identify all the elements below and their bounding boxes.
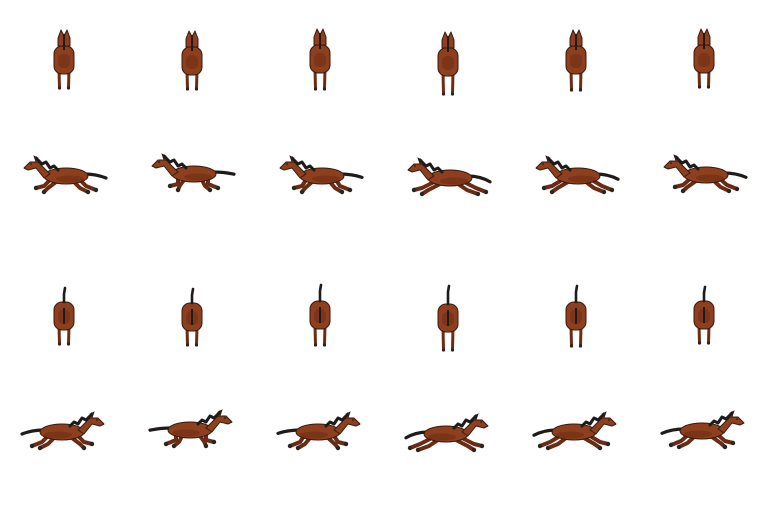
horse-frame-left-3 xyxy=(256,128,384,256)
horse-frame-right-3 xyxy=(256,384,384,512)
horse-sprite-down xyxy=(437,284,459,352)
horse-frame-right-4 xyxy=(384,384,512,512)
horse-frame-left-1 xyxy=(0,128,128,256)
horse-frame-up-1 xyxy=(0,0,128,128)
horse-frame-down-6 xyxy=(640,256,768,384)
horse-sprite-up xyxy=(693,28,715,89)
horse-sprite-right xyxy=(660,410,745,450)
horse-frame-down-2 xyxy=(128,256,256,384)
horse-sprite-down xyxy=(693,285,715,345)
horse-sprite-left xyxy=(663,154,748,194)
horse-sprite-left xyxy=(151,153,236,193)
horse-sprite-right xyxy=(532,411,617,451)
horse-frame-left-5 xyxy=(512,128,640,256)
horse-sprite-up xyxy=(565,29,587,92)
horse-frame-right-5 xyxy=(512,384,640,512)
horse-sprite-right xyxy=(276,411,361,451)
horse-sprite-up xyxy=(181,30,203,91)
horse-frame-right-6 xyxy=(640,384,768,512)
horse-frame-left-2 xyxy=(128,128,256,256)
horse-frame-up-2 xyxy=(128,0,256,128)
horse-sprite-right xyxy=(404,413,489,453)
horse-sprite-right xyxy=(148,409,233,449)
horse-frame-down-1 xyxy=(0,256,128,384)
horse-frame-up-4 xyxy=(384,0,512,128)
horse-sprite-left xyxy=(535,155,620,195)
horse-frame-left-6 xyxy=(640,128,768,256)
horse-frame-up-6 xyxy=(640,0,768,128)
horse-sprite-up xyxy=(437,31,459,96)
horse-frame-left-4 xyxy=(384,128,512,256)
horse-sprite-down xyxy=(53,286,75,346)
horse-sprite-down xyxy=(309,283,331,347)
horse-sprite-down xyxy=(181,287,203,347)
horse-sprite-up xyxy=(309,28,331,91)
horse-sprite-left xyxy=(23,155,108,195)
horse-frame-down-5 xyxy=(512,256,640,384)
horse-sprite-left xyxy=(279,155,364,195)
horse-frame-up-3 xyxy=(256,0,384,128)
horse-frame-right-1 xyxy=(0,384,128,512)
horse-sprite-left xyxy=(407,157,492,197)
horse-frame-up-5 xyxy=(512,0,640,128)
horse-sprite-right xyxy=(20,411,105,451)
horse-frame-down-4 xyxy=(384,256,512,384)
horse-sprite-up xyxy=(53,29,75,90)
horse-frame-right-2 xyxy=(128,384,256,512)
horse-sprite-down xyxy=(565,284,587,348)
horse-frame-down-3 xyxy=(256,256,384,384)
